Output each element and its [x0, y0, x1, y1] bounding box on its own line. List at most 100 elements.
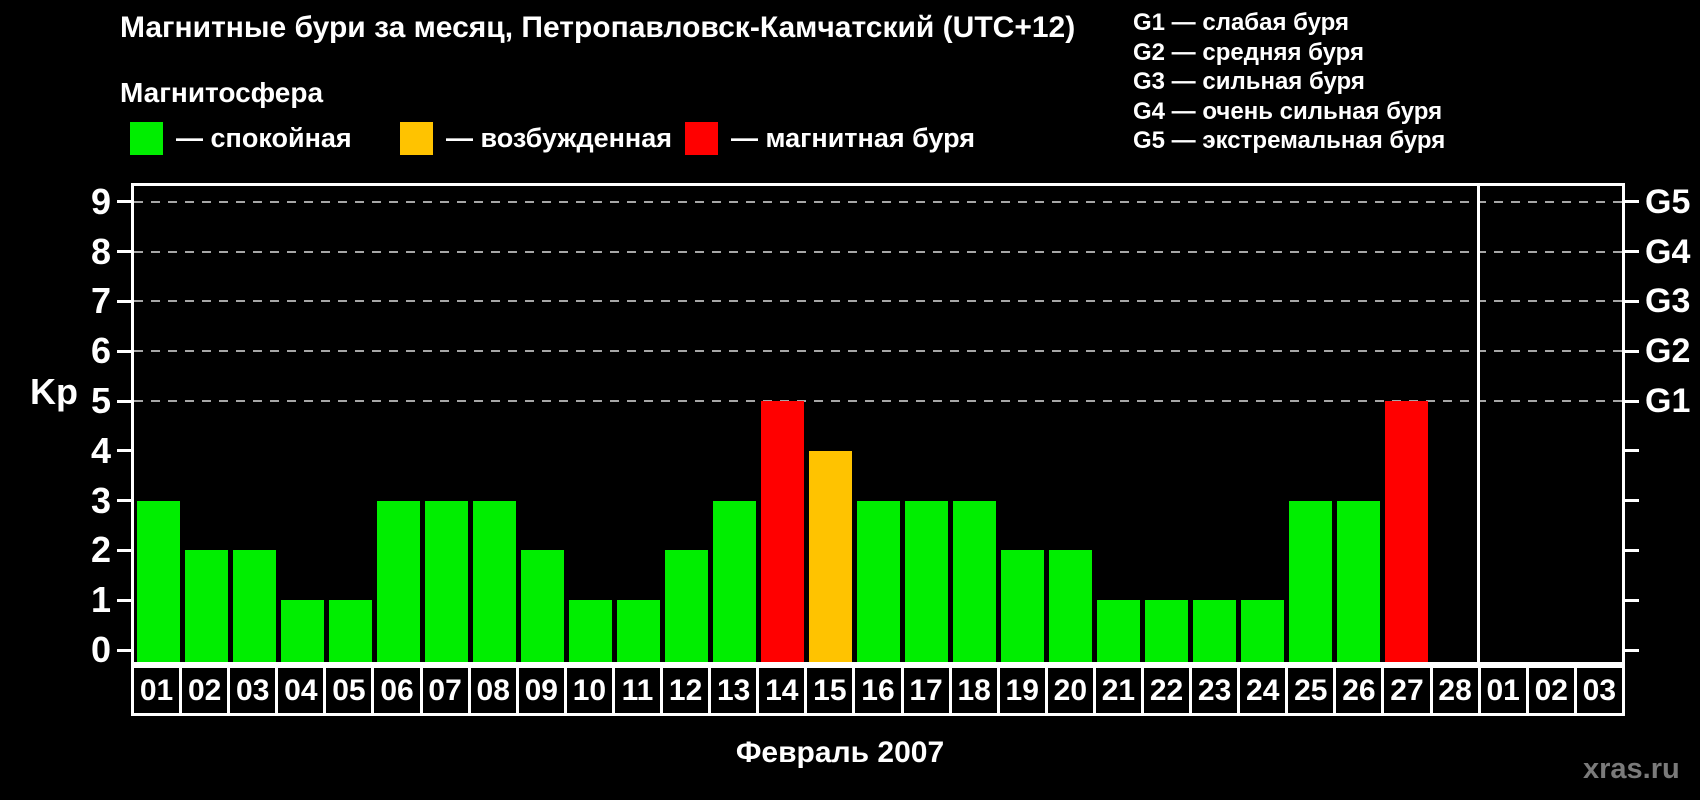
g-scale-legend-line: G4 — очень сильная буря: [1133, 97, 1443, 125]
date-cell-17: 17: [904, 668, 952, 713]
date-cell-13: 13: [711, 668, 760, 713]
bar-day-26: [1336, 500, 1380, 662]
legend-item-quiet: — спокойная: [130, 119, 352, 157]
bar-day-25: [1288, 500, 1332, 662]
gridline-kp-5: [134, 400, 1622, 402]
date-cell-27: 27: [1384, 668, 1433, 713]
y-axis-tick-right: [1625, 399, 1639, 403]
bar-day-03: [232, 550, 276, 662]
y-axis-tick-left: [117, 449, 131, 453]
bar-day-09: [520, 550, 564, 662]
plot-area: [131, 183, 1625, 665]
legend-item-label: — спокойная: [176, 122, 352, 153]
y-axis-label-5: 5: [90, 380, 111, 421]
g-scale-legend-line: G2 — средняя буря: [1133, 38, 1364, 66]
legend-item-storm: — магнитная буря: [685, 119, 975, 157]
date-cell-11: 11: [615, 668, 664, 713]
g-scale-legend: G1 — слабая буря G2 — средняя буря G3 — си…: [1133, 8, 1445, 156]
y-axis-tick-left: [117, 548, 131, 552]
date-axis-row: 01 02 03 04 05 06 07 08 09 10 11 12 13 14 15 16 17 18 19 20…: [131, 665, 1625, 716]
y-axis-tick-left: [117, 499, 131, 503]
y-axis-tick-right: [1625, 548, 1639, 552]
right-axis-label-g1: G1: [1645, 382, 1691, 420]
date-cell-28: 28: [1433, 668, 1481, 713]
bar-day-06: [376, 500, 420, 662]
date-cell-14: 14: [759, 668, 808, 713]
gridline-kp-6: [134, 350, 1622, 353]
y-axis-tick-right: [1625, 250, 1639, 254]
y-axis-tick-right: [1625, 449, 1639, 453]
gridline-kp-8: [134, 250, 1622, 253]
bar-day-14: [760, 401, 804, 662]
y-axis-tick-right: [1625, 349, 1639, 353]
y-axis-tick-right: [1625, 299, 1639, 303]
date-cell-21: 21: [1096, 668, 1144, 713]
date-cell-03: 03: [230, 668, 279, 713]
date-cell-06: 06: [374, 668, 423, 713]
y-axis-tick-left: [117, 598, 131, 602]
bar-day-04: [280, 600, 324, 662]
right-axis-label-g4: G4: [1645, 232, 1691, 271]
chart-title: Магнитные бури за месяц, Петропавловск-К…: [120, 11, 1076, 44]
date-cell-09: 09: [519, 668, 567, 713]
bar-day-27: [1384, 401, 1428, 662]
right-axis-label-g3: G3: [1645, 282, 1691, 321]
legend-item-label: — возбужденная: [446, 122, 672, 153]
date-cell-02: 02: [182, 668, 231, 713]
y-axis-label-0: 0: [90, 629, 111, 670]
magnetosphere-label: Магнитосфера: [120, 77, 324, 108]
date-cell-07: 07: [423, 668, 471, 713]
bar-day-01: [136, 500, 180, 662]
gridline-kp-7: [134, 300, 1622, 303]
date-cell-12: 12: [663, 668, 712, 713]
bar-day-08: [472, 500, 516, 662]
bar-day-23: [1192, 600, 1236, 662]
bar-day-24: [1240, 600, 1284, 662]
y-axis-label-4: 4: [90, 429, 111, 471]
y-axis-tick-left: [117, 299, 131, 303]
y-axis-tick-left: [117, 349, 131, 353]
bar-day-05: [328, 600, 372, 662]
date-cell-01: 01: [134, 668, 183, 713]
y-axis-label-3: 3: [90, 479, 111, 521]
bar-day-22: [1144, 600, 1188, 662]
gridline-kp-9: [134, 200, 1622, 203]
right-axis-label-g2: G2: [1645, 332, 1691, 371]
date-cell-08: 08: [471, 668, 519, 713]
date-cell-16: 16: [855, 668, 904, 713]
date-cell-25: 25: [1288, 668, 1337, 713]
month-separator-line: [1476, 186, 1480, 662]
y-axis-label-8: 8: [90, 230, 111, 272]
bar-day-15: [808, 450, 852, 662]
y-axis-label-7: 7: [90, 280, 111, 322]
legend-item-excited: — возбужденная: [400, 119, 672, 157]
y-axis-tick-left: [117, 200, 131, 204]
watermark: xras.ru: [1583, 753, 1680, 785]
bar-day-12: [664, 550, 708, 662]
legend-swatch-excited-icon: [400, 121, 433, 155]
y-axis-tick-right: [1625, 200, 1639, 204]
y-axis-label-2: 2: [90, 529, 111, 571]
bar-day-18: [952, 500, 996, 662]
y-axis-label-6: 6: [90, 330, 111, 372]
bar-day-21: [1096, 600, 1140, 662]
bar-day-10: [568, 600, 612, 662]
date-cell-20: 20: [1048, 668, 1096, 713]
bar-day-19: [1000, 550, 1044, 662]
bar-day-07: [424, 500, 468, 662]
g-scale-legend-line: G5 — экстремальная буря: [1133, 127, 1446, 154]
bar-day-11: [616, 600, 660, 662]
y-axis-tick-right: [1625, 648, 1639, 652]
y-axis-tick-left: [117, 250, 131, 254]
bar-day-02: [184, 550, 228, 662]
month-label: Февраль 2007: [735, 736, 945, 769]
y-axis-tick-left: [117, 399, 131, 403]
legend-swatch-storm-icon: [685, 121, 718, 155]
legend-item-label: — магнитная буря: [731, 122, 975, 153]
y-axis-tick-right: [1625, 499, 1639, 503]
date-cell-05: 05: [326, 668, 375, 713]
y-axis-label-1: 1: [90, 579, 111, 621]
date-cell-19: 19: [1000, 668, 1048, 713]
date-cell-next-03: 03: [1582, 673, 1617, 707]
